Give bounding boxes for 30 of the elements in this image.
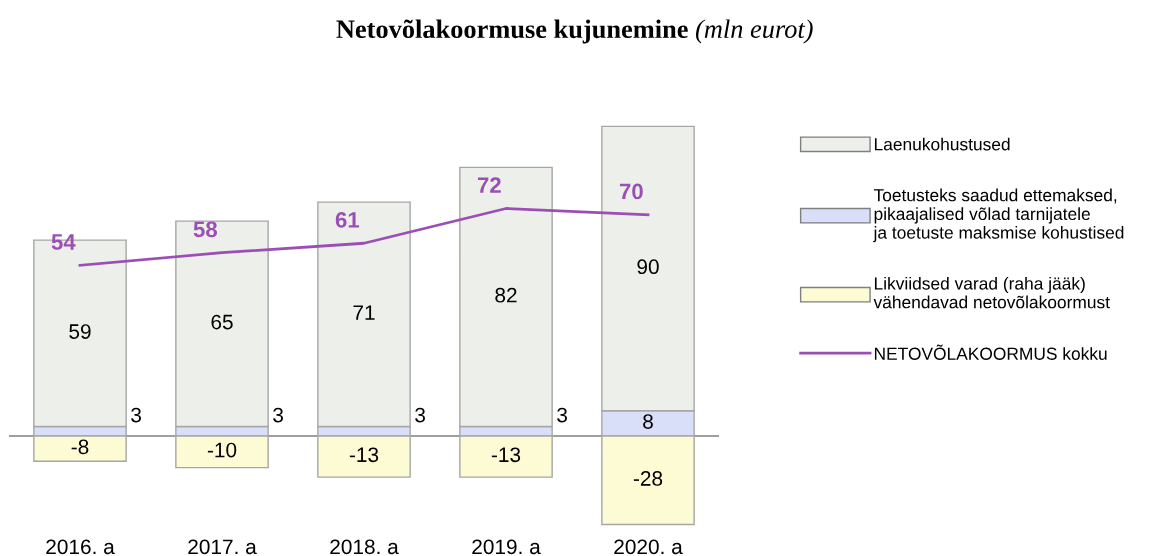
x-tick-label: 2018. a — [330, 539, 399, 555]
data-label: 3 — [273, 407, 283, 423]
x-tick-label: 2020. a — [614, 539, 683, 555]
data-label: 59 — [69, 324, 91, 339]
data-label: 90 — [637, 259, 659, 275]
legend-label: Laenukohustused — [874, 137, 1010, 151]
data-label: -28 — [633, 471, 663, 486]
data-label: -10 — [207, 442, 237, 458]
data-label: 58 — [193, 221, 218, 238]
legend-label: Likviidsed varad (raha jääk) vähendavad netovõlakoormust — [873, 276, 1110, 309]
data-label: 71 — [353, 305, 375, 320]
data-label: 3 — [131, 407, 141, 423]
data-label: 3 — [415, 407, 425, 423]
data-label: -8 — [71, 439, 89, 455]
data-label: -13 — [349, 447, 379, 463]
text: Netovõlakoormuse kujunemine (mln eurot) — [336, 19, 813, 44]
data-label: -13 — [491, 447, 521, 463]
x-tick-label: 2017. a — [188, 539, 257, 555]
x-tick-label: 2019. a — [472, 539, 541, 555]
data-label: 70 — [619, 183, 643, 200]
x-tick-label: 2016. a — [46, 539, 115, 555]
data-label: 54 — [51, 234, 76, 250]
data-label: 72 — [477, 177, 501, 193]
data-label: 3 — [557, 407, 567, 423]
legend-label: Toetusteks saadud ettemaksed, pikaajalised võlad tarnijatele ja toetuste maksmise kohustised — [873, 188, 1124, 243]
data-label: 65 — [211, 314, 233, 330]
legend-label: NETOVÕLAKOORMUS kokku — [874, 344, 1107, 360]
data-label: 8 — [643, 414, 653, 429]
data-label: 82 — [495, 287, 517, 303]
data-label: 61 — [335, 212, 360, 228]
